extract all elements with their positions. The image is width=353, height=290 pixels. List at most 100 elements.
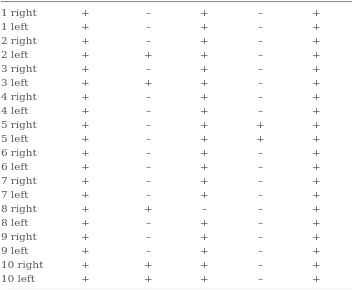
Text: +: +	[144, 51, 153, 60]
Text: +: +	[312, 261, 321, 270]
Text: 7 left: 7 left	[1, 191, 29, 200]
Text: 10 right: 10 right	[1, 261, 44, 270]
Text: 10 left: 10 left	[1, 275, 35, 284]
Text: 1 right: 1 right	[1, 9, 37, 18]
Text: –: –	[146, 219, 151, 228]
Text: +: +	[200, 177, 209, 186]
Text: +: +	[200, 149, 209, 158]
Text: +: +	[200, 219, 209, 228]
Text: –: –	[258, 177, 263, 186]
Text: –: –	[146, 9, 151, 18]
Text: +: +	[256, 121, 265, 130]
Text: 8 left: 8 left	[1, 219, 29, 228]
Text: –: –	[146, 163, 151, 172]
Text: +: +	[200, 93, 209, 102]
Text: 5 right: 5 right	[1, 121, 37, 130]
Text: –: –	[202, 205, 207, 214]
Text: +: +	[200, 247, 209, 256]
Text: 6 left: 6 left	[1, 163, 29, 172]
Text: 6 right: 6 right	[1, 149, 37, 158]
Text: –: –	[258, 233, 263, 242]
Text: –: –	[146, 23, 151, 32]
Text: –: –	[258, 247, 263, 256]
Text: –: –	[258, 9, 263, 18]
Text: +: +	[81, 23, 90, 32]
Text: +: +	[81, 191, 90, 200]
Text: –: –	[258, 37, 263, 46]
Text: –: –	[146, 191, 151, 200]
Text: –: –	[258, 93, 263, 102]
Text: –: –	[146, 247, 151, 256]
Text: 2 right: 2 right	[1, 37, 37, 46]
Text: +: +	[144, 275, 153, 284]
Text: +: +	[200, 275, 209, 284]
Text: –: –	[258, 191, 263, 200]
Text: +: +	[312, 107, 321, 116]
Text: +: +	[81, 93, 90, 102]
Text: –: –	[258, 65, 263, 74]
Text: +: +	[200, 23, 209, 32]
Text: +: +	[200, 51, 209, 60]
Text: +: +	[81, 275, 90, 284]
Text: –: –	[146, 135, 151, 144]
Text: +: +	[200, 107, 209, 116]
Text: –: –	[146, 177, 151, 186]
Text: +: +	[81, 9, 90, 18]
Text: –: –	[146, 149, 151, 158]
Text: +: +	[200, 121, 209, 130]
Text: +: +	[81, 149, 90, 158]
Text: +: +	[200, 233, 209, 242]
Text: +: +	[81, 219, 90, 228]
Text: 8 right: 8 right	[1, 205, 37, 214]
Text: +: +	[144, 205, 153, 214]
Text: +: +	[312, 23, 321, 32]
Text: +: +	[312, 51, 321, 60]
Text: 1 left: 1 left	[1, 23, 29, 32]
Text: +: +	[81, 261, 90, 270]
Text: +: +	[312, 275, 321, 284]
Text: +: +	[200, 191, 209, 200]
Text: –: –	[146, 37, 151, 46]
Text: +: +	[312, 9, 321, 18]
Text: 3 left: 3 left	[1, 79, 29, 88]
Text: +: +	[200, 79, 209, 88]
Text: +: +	[200, 37, 209, 46]
Text: +: +	[81, 135, 90, 144]
Text: +: +	[312, 247, 321, 256]
Text: +: +	[312, 135, 321, 144]
Text: –: –	[258, 163, 263, 172]
Text: +: +	[200, 163, 209, 172]
Text: +: +	[200, 261, 209, 270]
Text: 9 left: 9 left	[1, 247, 29, 256]
Text: +: +	[312, 233, 321, 242]
Text: –: –	[146, 121, 151, 130]
Text: +: +	[312, 149, 321, 158]
Text: +: +	[312, 191, 321, 200]
Text: 4 right: 4 right	[1, 93, 37, 102]
Text: +: +	[81, 65, 90, 74]
Text: 4 left: 4 left	[1, 107, 29, 116]
Text: +: +	[200, 135, 209, 144]
Text: +: +	[81, 163, 90, 172]
Text: 7 right: 7 right	[1, 177, 37, 186]
Text: +: +	[312, 163, 321, 172]
Text: +: +	[81, 233, 90, 242]
Text: –: –	[258, 219, 263, 228]
Text: +: +	[81, 51, 90, 60]
Text: +: +	[81, 121, 90, 130]
Text: +: +	[200, 65, 209, 74]
Text: 5 left: 5 left	[1, 135, 29, 144]
Text: +: +	[144, 79, 153, 88]
Text: –: –	[258, 23, 263, 32]
Text: 2 left: 2 left	[1, 51, 29, 60]
Text: +: +	[312, 205, 321, 214]
Text: +: +	[81, 79, 90, 88]
Text: +: +	[312, 65, 321, 74]
Text: –: –	[258, 205, 263, 214]
Text: –: –	[146, 233, 151, 242]
Text: +: +	[312, 93, 321, 102]
Text: +: +	[81, 107, 90, 116]
Text: –: –	[258, 107, 263, 116]
Text: +: +	[312, 177, 321, 186]
Text: +: +	[81, 205, 90, 214]
